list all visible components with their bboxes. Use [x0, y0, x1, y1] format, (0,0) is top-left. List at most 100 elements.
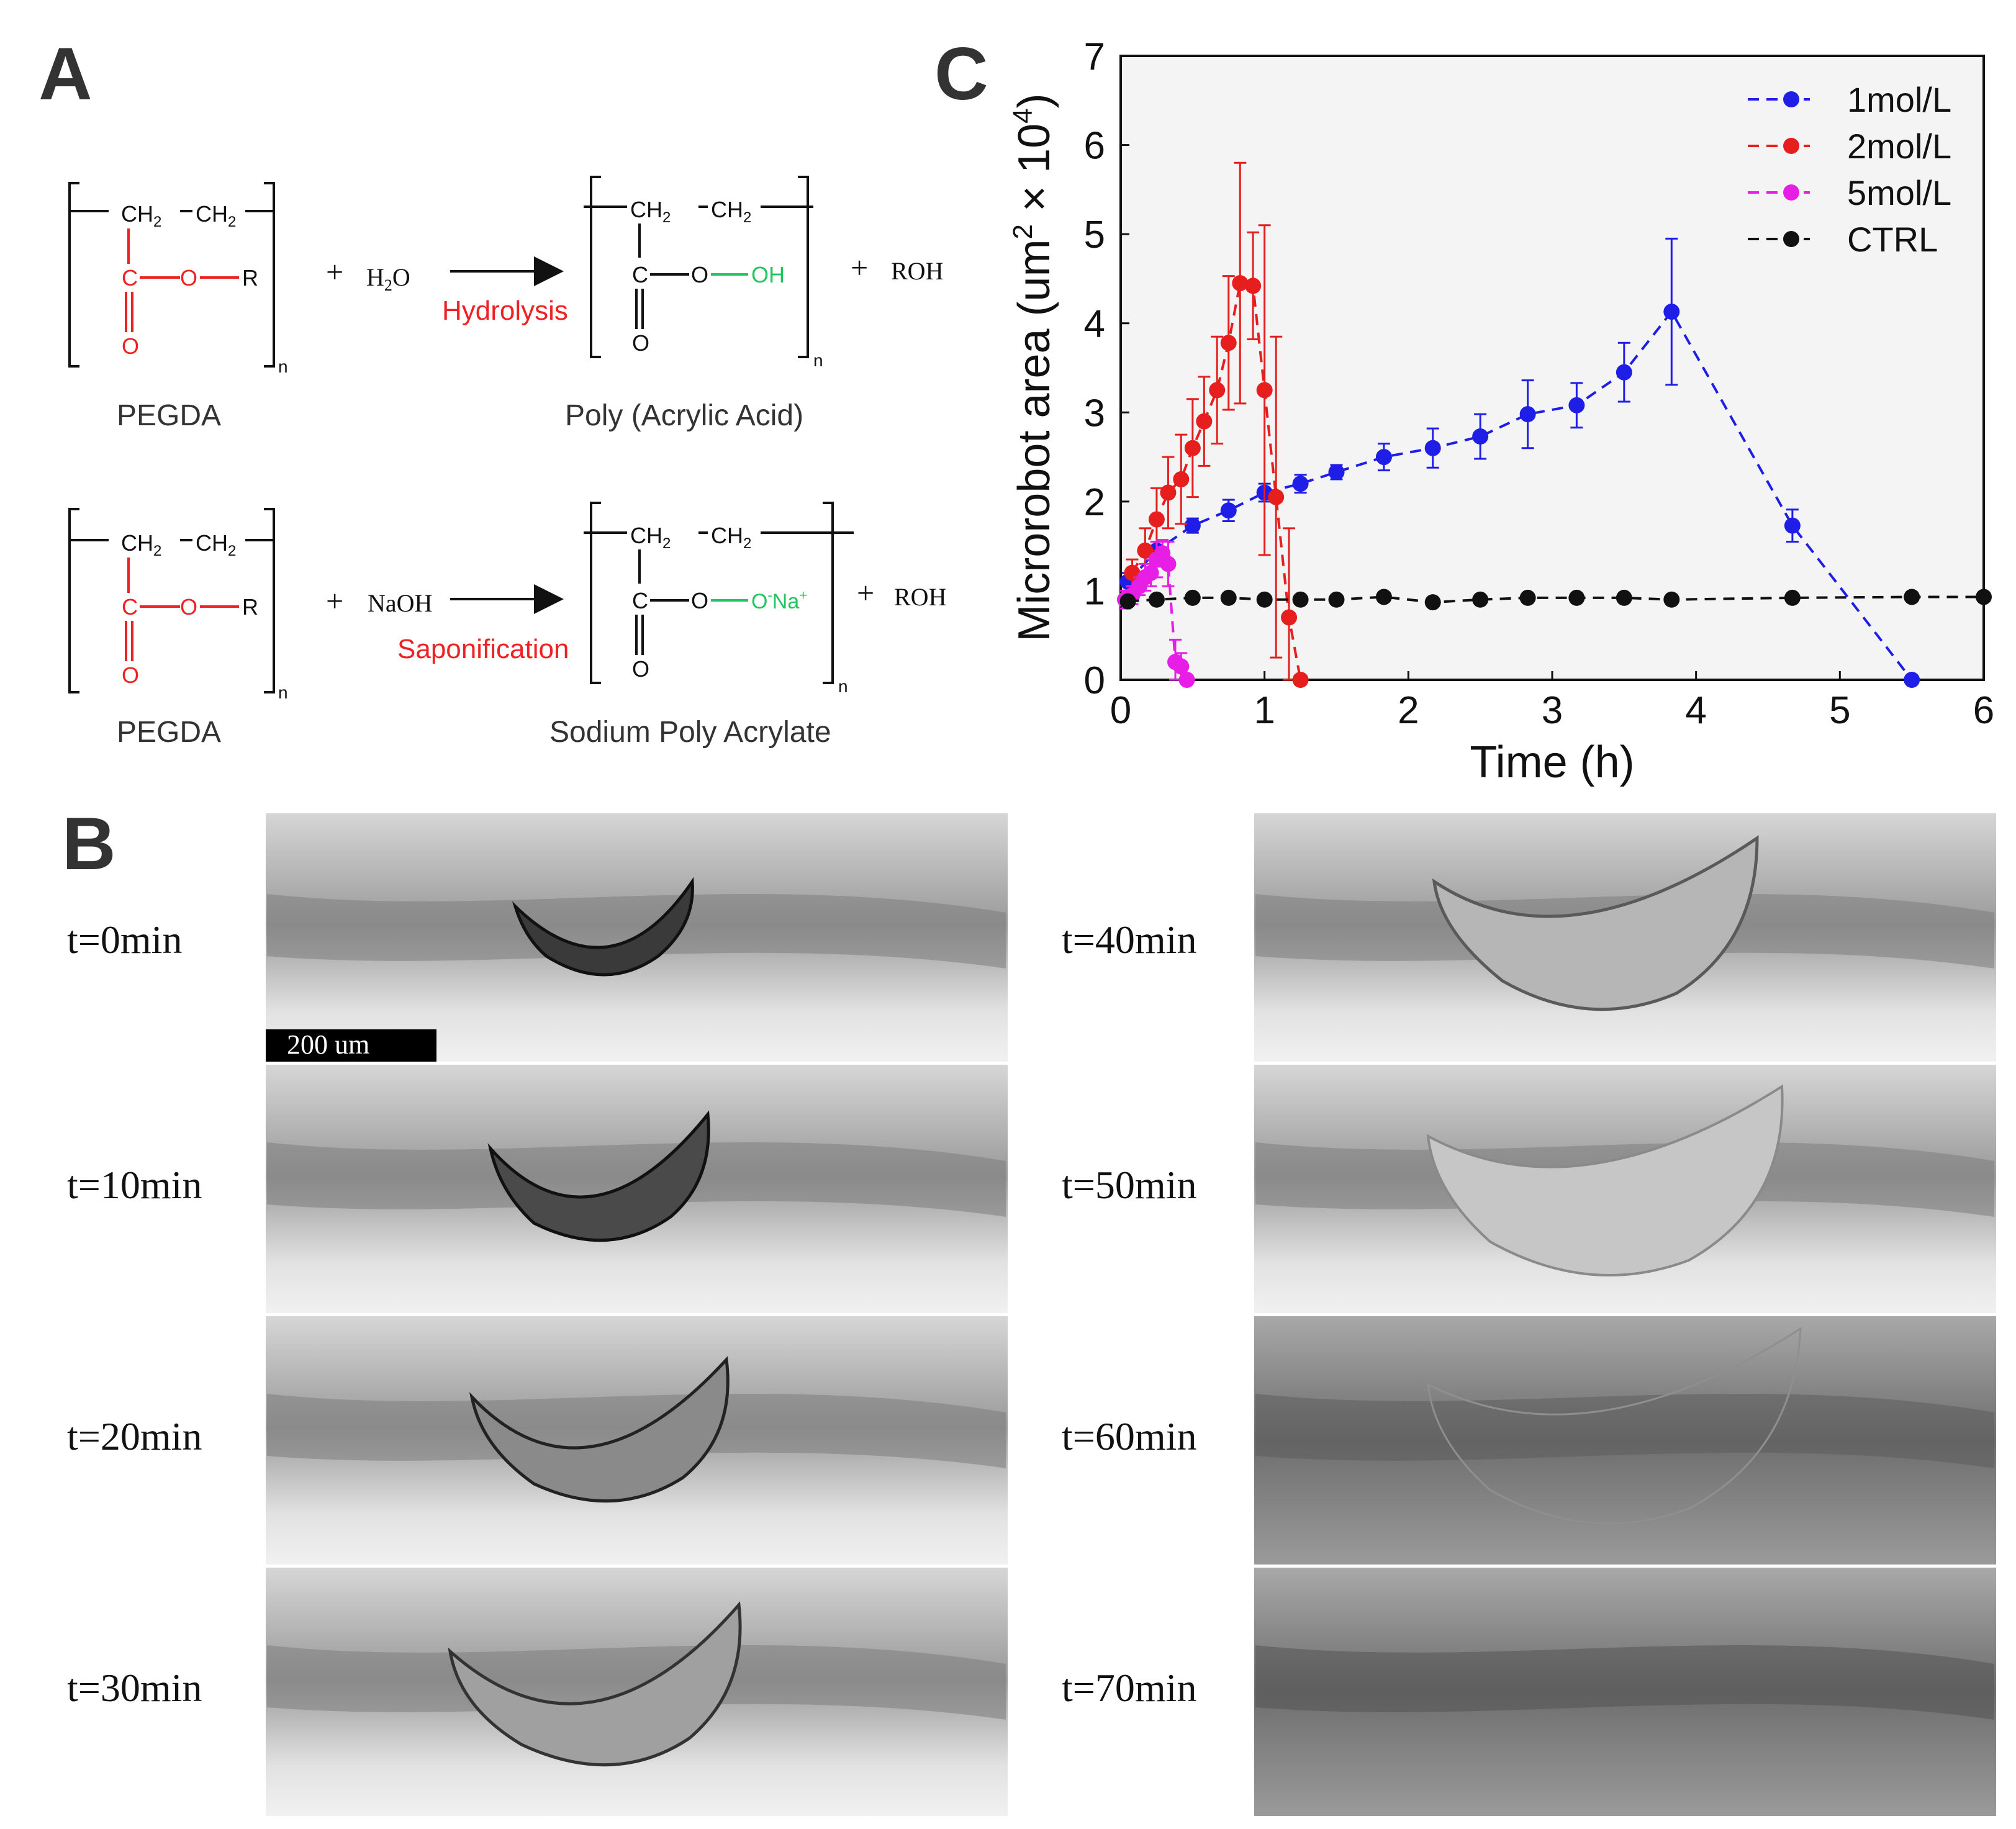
condition-label: Hydrolysis: [442, 296, 568, 326]
ester-oxygen: O: [180, 265, 197, 291]
repeat-n: n: [278, 357, 288, 376]
frame-label-4: t=40min: [1062, 918, 1196, 962]
micrograph-1: [266, 1065, 1008, 1313]
x-tick-label: 1: [1254, 689, 1275, 732]
reactant-bracket: [68, 182, 275, 368]
data-point: [1281, 609, 1298, 626]
data-point: [1160, 484, 1177, 501]
data-point: [1328, 464, 1345, 481]
data-point: [1220, 502, 1237, 519]
plus-sign-4: +: [857, 576, 874, 610]
data-point: [1256, 591, 1273, 608]
repeat-n-2: n: [278, 683, 288, 702]
ester-oxygen-2: O: [180, 594, 197, 620]
series-line: [1127, 309, 1913, 681]
y-tick-label: 0: [1084, 659, 1105, 702]
frame-label-0: t=0min: [67, 918, 182, 962]
carbonyl-oxygen: O: [122, 333, 139, 359]
carbonyl-oxygen-2: O: [122, 662, 139, 688]
reagent-water: H2O: [366, 263, 410, 294]
data-point: [1976, 589, 1992, 605]
series-layer: [1116, 161, 1992, 688]
product-label: Poly (Acrylic Acid): [565, 399, 803, 432]
product-ester-oxygen: O: [691, 262, 708, 287]
plus-sign-2: +: [851, 250, 868, 285]
area-chart: 0 1 2 3 4 5 6 0 1 2 3 4 5 6 7 1mol/L 2mol/L 5mol/L CTRL T…: [1008, 35, 1994, 787]
hydroxyl-group: OH: [751, 262, 785, 287]
data-point: [1424, 594, 1441, 611]
data-point: [1220, 589, 1237, 606]
data-point: [1663, 591, 1680, 608]
y-tick-label: 3: [1084, 392, 1105, 435]
scale-bar-label: 200 um: [287, 1029, 369, 1060]
data-point: [1268, 489, 1285, 505]
data-point: [1784, 517, 1801, 534]
data-point: [1292, 591, 1309, 608]
data-point: [1292, 476, 1309, 492]
y-axis-label: Microrobot area (um2 × 104): [1008, 93, 1059, 641]
carbonyl-carbon: C: [122, 265, 138, 291]
legend-label: 2mol/L: [1847, 127, 1951, 166]
data-point: [1616, 364, 1632, 381]
reaction-hydrolysis: CH2 CH2 C O O R n PEGDA + H2O Hydrolysis…: [68, 176, 943, 432]
frame-label-6: t=60min: [1062, 1414, 1196, 1458]
micrograph-6: [1254, 1316, 1996, 1565]
backbone-ch2-1: CH2: [121, 201, 161, 230]
data-point: [1184, 589, 1201, 606]
micrograph-2: [266, 1316, 1008, 1565]
frame-label-1: t=10min: [67, 1163, 202, 1207]
frame-label-7: t=70min: [1062, 1666, 1196, 1710]
data-point: [1784, 589, 1801, 606]
data-point: [1328, 591, 1345, 608]
y-tick-label: 2: [1084, 481, 1105, 524]
micrograph-5: [1254, 1065, 1996, 1313]
micrograph-7: [1254, 1568, 1996, 1816]
data-point: [1616, 589, 1632, 606]
product-label-2: Sodium Poly Acrylate: [549, 716, 831, 749]
x-tick-label: 6: [1973, 689, 1994, 732]
data-point: [1256, 382, 1273, 399]
x-tick-label: 2: [1398, 689, 1419, 732]
sodium-oxide-group: O-Na+: [751, 587, 807, 613]
data-point: [1519, 406, 1536, 423]
product-backbone-ch2-4: CH2: [711, 523, 751, 552]
axis-ticks: 0 1 2 3 4 5 6 0 1 2 3 4 5 6 7: [1084, 35, 1995, 732]
data-point: [1375, 449, 1392, 466]
data-point: [1173, 658, 1190, 675]
product-oxygen: O: [632, 330, 649, 356]
panel-label-b: B: [62, 802, 116, 885]
product-repeat-n: n: [813, 351, 823, 370]
r-group-2: R: [242, 594, 258, 620]
data-point: [1375, 589, 1392, 605]
data-point: [1173, 471, 1190, 487]
data-point: [1519, 589, 1536, 606]
frame-label-2: t=20min: [67, 1414, 202, 1458]
data-point: [1232, 275, 1249, 292]
legend-label: 1mol/L: [1847, 80, 1951, 119]
data-point: [1209, 382, 1226, 399]
series-CTRL: [1119, 589, 1992, 611]
backbone-ch2-2: CH2: [196, 201, 236, 230]
product-carbon-2: C: [632, 588, 648, 613]
reaction-saponification: CH2 CH2 C O O R n PEGDA + NaOH Saponific…: [68, 502, 946, 749]
y-tick-label: 1: [1084, 570, 1105, 613]
micrograph-3: [266, 1568, 1008, 1816]
backbone-ch2-4: CH2: [196, 530, 236, 559]
condition-label-2: Saponification: [397, 634, 569, 664]
r-group: R: [242, 265, 258, 291]
y-tick-label: 7: [1084, 35, 1105, 78]
frame-label-5: t=50min: [1062, 1163, 1196, 1207]
data-point: [1663, 304, 1680, 320]
backbone-ch2-3: CH2: [121, 530, 161, 559]
reactant-label-2: PEGDA: [117, 716, 221, 749]
data-point: [1472, 428, 1489, 445]
data-point: [1904, 672, 1920, 688]
legend: 1mol/L 2mol/L 5mol/L CTRL: [1748, 80, 1951, 259]
data-point: [1148, 511, 1165, 528]
reagent-naoh: NaOH: [368, 589, 432, 617]
product-backbone-ch2-1: CH2: [630, 197, 671, 226]
product-carbon: C: [632, 262, 648, 287]
legend-swatch-marker: [1783, 184, 1799, 201]
data-point: [1568, 397, 1585, 413]
